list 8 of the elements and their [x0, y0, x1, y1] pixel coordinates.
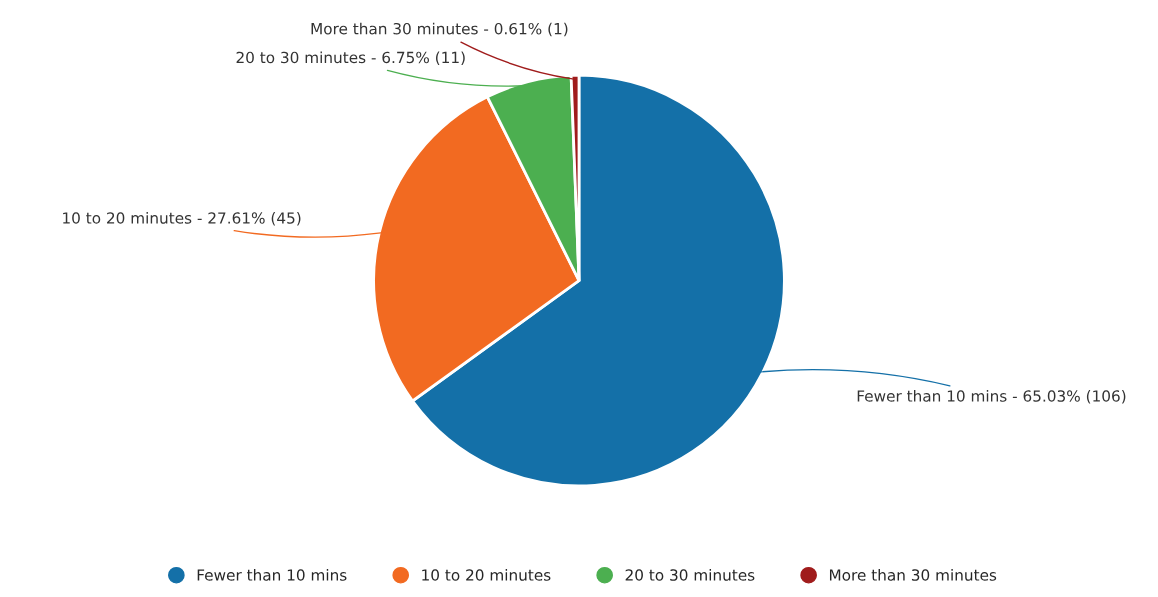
data-label: More than 30 minutes - 0.61% (1)	[311, 22, 568, 37]
legend-label: 20 to 30 minutes	[625, 568, 755, 581]
data-label: 20 to 30 minutes - 6.75% (11)	[236, 51, 465, 66]
legend-label: Fewer than 10 mins	[197, 568, 347, 581]
data-label: 10 to 20 minutes - 27.61% (45)	[63, 211, 301, 226]
legend-label: More than 30 minutes	[829, 568, 997, 581]
data-label: Fewer than 10 mins - 65.03% (106)	[857, 389, 1126, 404]
legend-label: 10 to 20 minutes	[422, 568, 551, 581]
